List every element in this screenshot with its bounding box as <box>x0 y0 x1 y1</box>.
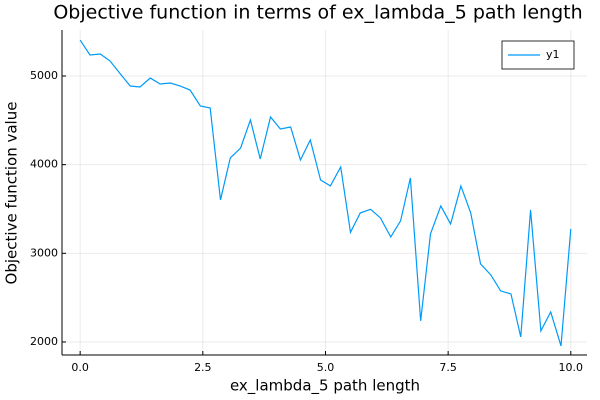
chart-title: Objective function in terms of ex_lambda… <box>53 2 582 24</box>
x-tick-label: 10.0 <box>559 361 584 374</box>
y-tick-label: 5000 <box>30 69 58 82</box>
legend-label: y1 <box>546 48 560 61</box>
x-tick-label: 2.5 <box>194 361 212 374</box>
line-series <box>79 39 572 347</box>
x-tick-label: 5.0 <box>317 361 335 374</box>
y-tick-label: 2000 <box>30 335 58 348</box>
y-tick-label: 4000 <box>30 158 58 171</box>
x-tick-label: 7.5 <box>439 361 457 374</box>
y-axis-label: Objective function value <box>3 102 21 285</box>
x-axis-label: ex_lambda_5 path length <box>230 377 420 396</box>
x-tick-label: 0.0 <box>71 361 89 374</box>
y-tick-label: 3000 <box>30 246 58 259</box>
